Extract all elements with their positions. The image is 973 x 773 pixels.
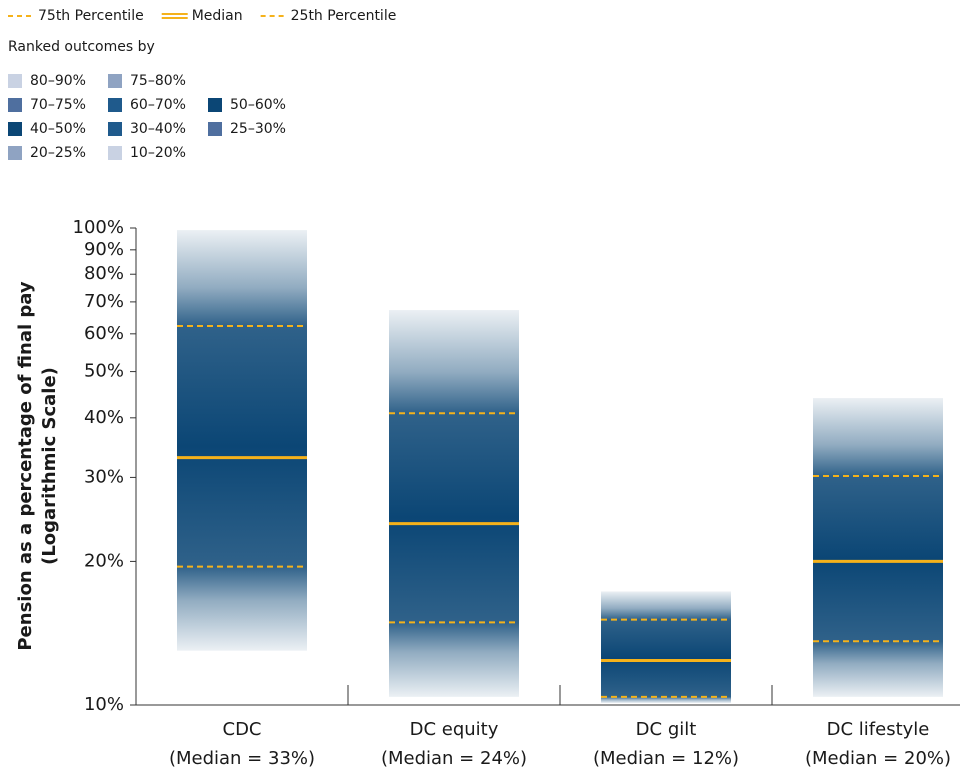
x-tick-label: DC gilt — [636, 719, 697, 740]
x-tick-label: DC equity — [410, 719, 499, 740]
legend-label: 75–80% — [130, 73, 186, 89]
legend-label: 30–40% — [130, 121, 186, 137]
fan-bar — [177, 230, 307, 651]
legend-label: 10–20% — [130, 145, 186, 161]
x-tick-note: (Median = 33%) — [169, 748, 315, 769]
fan-bar — [389, 310, 519, 697]
y-axis-label: Pension as a percentage of final pay — [15, 281, 36, 651]
legend-swatch — [108, 146, 122, 160]
legend-label: Median — [192, 8, 243, 24]
legend-swatch — [8, 122, 22, 136]
legend-swatch — [8, 146, 22, 160]
y-tick-label: 70% — [84, 291, 124, 312]
x-tick-note: (Median = 24%) — [381, 748, 527, 769]
y-tick-label: 50% — [84, 361, 124, 382]
fan-bar — [813, 398, 943, 697]
legend-swatch — [8, 74, 22, 88]
y-tick-label: 60% — [84, 323, 124, 344]
legend-title: Ranked outcomes by — [8, 39, 155, 55]
legend-label: 75th Percentile — [38, 8, 144, 24]
y-axis-label: (Logarithmic Scale) — [39, 367, 60, 565]
legend-swatch — [108, 74, 122, 88]
y-tick-label: 80% — [84, 263, 124, 284]
legend-label: 25–30% — [230, 121, 286, 137]
y-tick-label: 10% — [84, 694, 124, 715]
legend-swatch — [108, 98, 122, 112]
fan-bar — [601, 591, 731, 703]
legend-label: 70–75% — [30, 97, 86, 113]
legend-label: 80–90% — [30, 73, 86, 89]
legend-label: 40–50% — [30, 121, 86, 137]
y-tick-label: 90% — [84, 239, 124, 260]
y-tick-label: 30% — [84, 466, 124, 487]
y-tick-label: 40% — [84, 407, 124, 428]
legend-swatch — [208, 98, 222, 112]
legend-label: 25th Percentile — [291, 8, 397, 24]
x-tick-label: DC lifestyle — [827, 719, 930, 740]
x-tick-note: (Median = 20%) — [805, 748, 951, 769]
legend-swatch — [8, 98, 22, 112]
y-tick-label: 20% — [84, 550, 124, 571]
x-tick-label: CDC — [223, 719, 262, 740]
legend-label: 60–70% — [130, 97, 186, 113]
legend-label: 20–25% — [30, 145, 86, 161]
y-tick-label: 100% — [73, 217, 124, 238]
legend-swatch — [108, 122, 122, 136]
legend-swatch — [208, 122, 222, 136]
legend-label: 50–60% — [230, 97, 286, 113]
x-tick-note: (Median = 12%) — [593, 748, 739, 769]
